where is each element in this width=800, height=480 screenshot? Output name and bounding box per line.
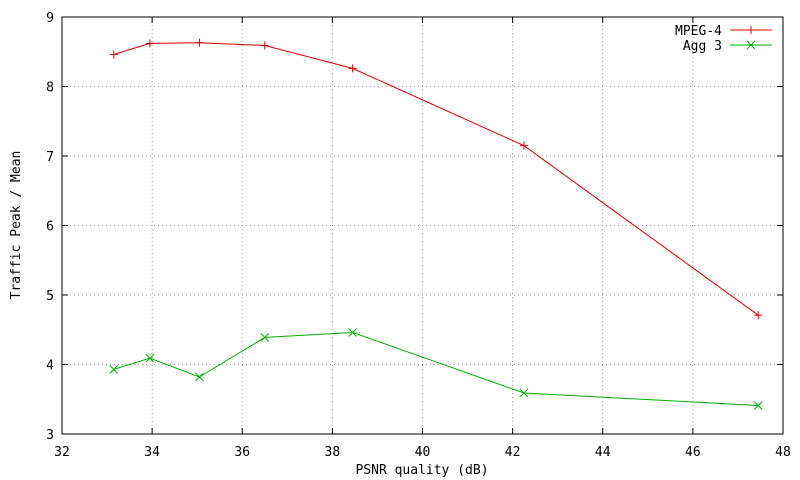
data-point-marker	[348, 64, 357, 73]
y-tick-label: 3	[46, 428, 54, 443]
data-point-marker	[519, 141, 528, 150]
data-point-marker	[195, 372, 204, 382]
y-tick-label: 5	[46, 289, 54, 304]
x-axis-title: PSNR quality (dB)	[355, 463, 488, 478]
y-tick-label: 9	[46, 11, 54, 26]
data-point-marker	[109, 365, 119, 374]
x-tick-label: 44	[595, 445, 611, 460]
data-point-marker	[195, 38, 204, 47]
legend-swatch-marker	[747, 26, 755, 34]
y-tick-label: 6	[46, 220, 54, 235]
x-tick-label: 48	[775, 445, 791, 460]
data-point-marker	[260, 333, 270, 342]
x-tick-label: 32	[54, 445, 70, 460]
y-axis-title: Traffic Peak / Mean	[9, 151, 24, 300]
series-line-1	[113, 42, 759, 316]
x-tick-label: 42	[505, 445, 521, 460]
data-point-marker	[145, 353, 155, 363]
x-tick-label: 46	[685, 445, 701, 460]
y-tick-label: 4	[46, 359, 54, 374]
data-point-marker	[754, 311, 763, 320]
legend-swatch-marker	[746, 40, 756, 50]
series-lines	[109, 38, 763, 410]
data-point-marker	[519, 388, 529, 398]
y-tick-label: 7	[46, 150, 54, 165]
legend-label: Agg 3	[683, 39, 722, 54]
x-tick-label: 36	[234, 445, 250, 460]
data-point-marker	[260, 41, 269, 50]
data-point-marker	[145, 39, 154, 48]
grid	[62, 17, 783, 434]
x-tick-label: 34	[144, 445, 160, 460]
y-tick-label: 8	[46, 81, 54, 96]
x-tick-label: 40	[415, 445, 431, 460]
data-point-marker	[348, 328, 358, 337]
series-line-2	[113, 331, 759, 406]
data-point-marker	[109, 50, 118, 59]
data-point-marker	[753, 401, 763, 410]
legend-label: MPEG-4	[675, 24, 722, 39]
x-tick-label: 38	[325, 445, 341, 460]
